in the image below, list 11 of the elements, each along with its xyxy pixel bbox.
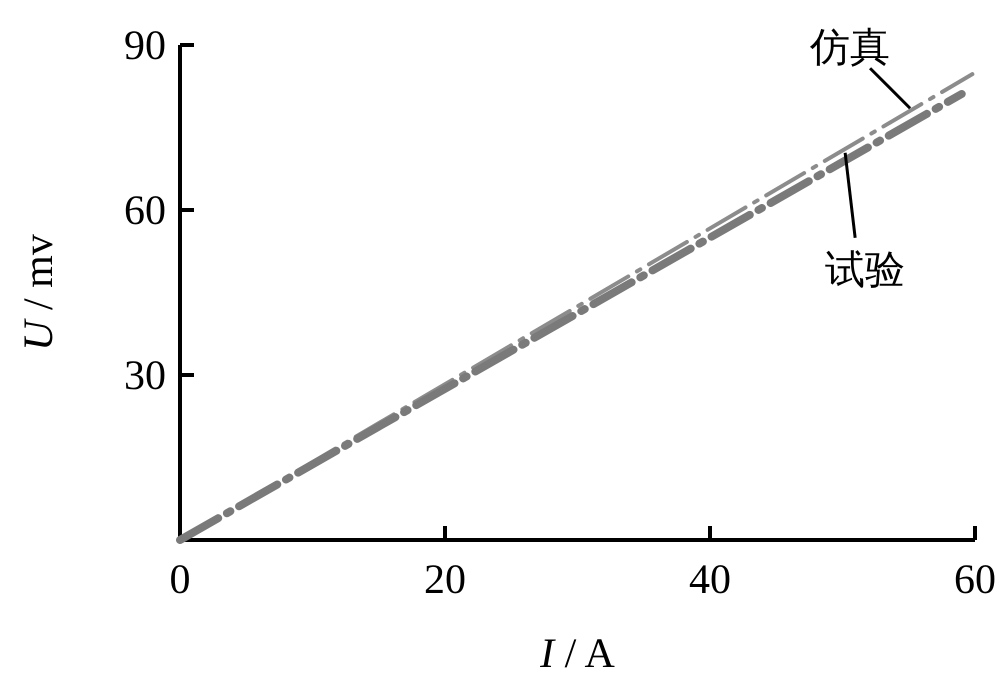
x-tick-label: 20 bbox=[424, 557, 466, 603]
x-tick-label: 40 bbox=[689, 557, 731, 603]
x-axis-title: I / A bbox=[539, 631, 616, 677]
y-axis-title: U / mv bbox=[16, 234, 62, 351]
annotation: 仿真 bbox=[809, 24, 890, 70]
y-tick-label: 90 bbox=[124, 23, 166, 69]
x-tick-label: 60 bbox=[954, 557, 996, 603]
x-tick-label: 0 bbox=[170, 557, 190, 603]
y-tick-label: 30 bbox=[124, 353, 166, 399]
annotation: 试验 bbox=[825, 246, 906, 292]
y-tick-label: 60 bbox=[124, 188, 166, 234]
